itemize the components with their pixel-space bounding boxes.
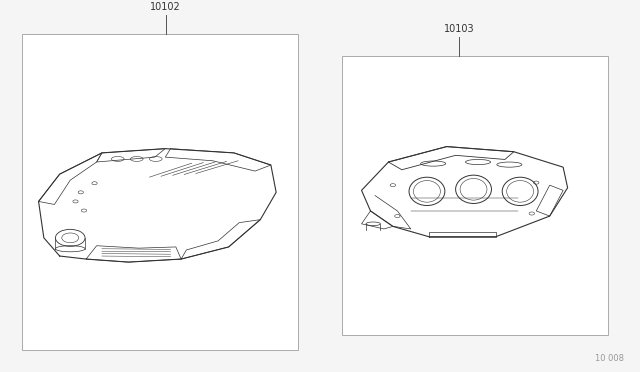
Text: 10103: 10103: [444, 24, 475, 34]
Bar: [342, 56, 608, 335]
Bar: [22, 34, 298, 350]
Text: 10 008: 10 008: [595, 354, 624, 363]
Text: 10102: 10102: [150, 1, 181, 12]
